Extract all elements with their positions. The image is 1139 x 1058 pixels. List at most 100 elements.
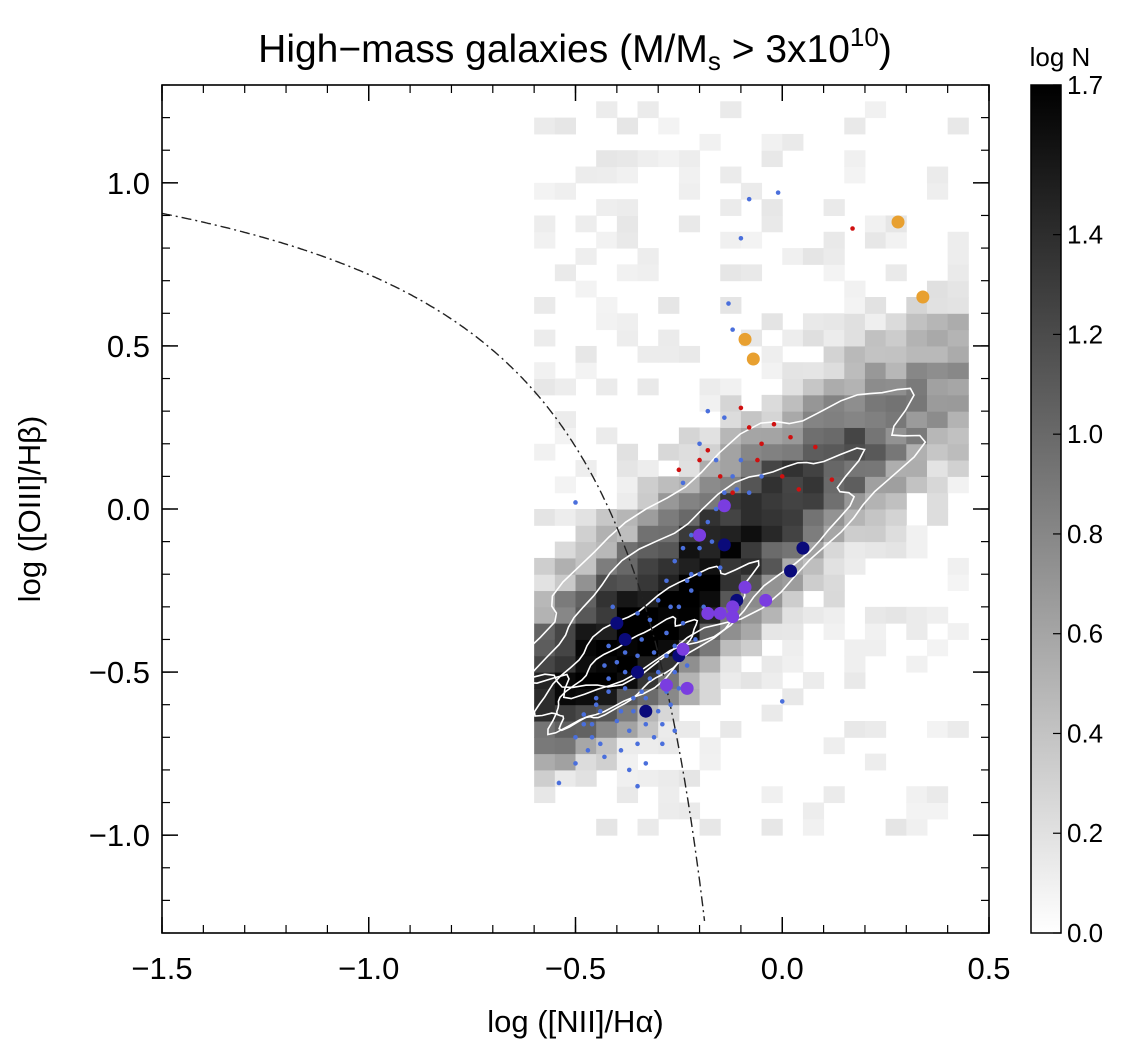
heatmap-cell	[637, 574, 659, 592]
heatmap-cell	[802, 394, 825, 412]
heatmap-cell	[823, 362, 845, 380]
heatmap-cell	[534, 557, 556, 575]
data-point	[697, 545, 702, 551]
data-point	[684, 578, 690, 584]
heatmap-cell	[616, 231, 639, 249]
heatmap-cell	[947, 362, 969, 380]
heatmap-cell	[823, 313, 845, 331]
data-point	[639, 689, 644, 694]
heatmap-cell	[720, 443, 742, 461]
data-point	[573, 761, 578, 766]
series-purple-circles	[659, 499, 773, 695]
heatmap-cell	[802, 460, 825, 477]
heatmap-cell	[720, 574, 742, 592]
heatmap-cell	[534, 737, 556, 755]
data-point	[713, 457, 719, 463]
heatmap-cell	[844, 411, 866, 428]
heatmap-cell	[678, 166, 701, 184]
heatmap-cell	[534, 606, 556, 624]
heatmap-cell	[864, 460, 887, 477]
data-point	[668, 604, 673, 610]
data-point	[573, 735, 578, 740]
heatmap-cell	[740, 672, 763, 689]
data-point	[573, 500, 578, 505]
heatmap-cell	[720, 378, 742, 396]
heatmap-cell	[802, 818, 825, 836]
data-point	[581, 721, 587, 727]
heatmap-cell	[699, 639, 721, 657]
heatmap-cell	[678, 182, 701, 200]
heatmap-cell	[740, 557, 763, 575]
data-point	[746, 352, 760, 366]
data-point	[680, 545, 686, 551]
heatmap-cell	[575, 460, 597, 477]
heatmap-cell	[844, 557, 866, 575]
heatmap-cell	[947, 443, 969, 461]
heatmap-cell	[658, 329, 680, 347]
heatmap-cell	[926, 476, 949, 494]
data-point	[647, 617, 653, 623]
colorbar-tick-label: 1.2	[1067, 319, 1103, 349]
data-point	[829, 477, 835, 482]
heatmap-cell	[885, 345, 907, 363]
data-point	[651, 735, 657, 740]
heatmap-cell	[534, 769, 556, 787]
heatmap-cell	[864, 411, 887, 428]
data-point	[693, 637, 698, 642]
heatmap-cell	[554, 541, 576, 559]
data-point	[701, 606, 715, 620]
heatmap-cell	[947, 313, 969, 331]
heatmap-cell	[720, 721, 742, 738]
data-point	[668, 702, 673, 707]
heatmap-cell	[885, 394, 907, 412]
heatmap-cell	[720, 655, 742, 673]
heatmap-cell	[802, 443, 825, 461]
data-point	[688, 571, 694, 577]
data-point	[891, 215, 905, 229]
heatmap-cell	[782, 590, 804, 608]
heatmap-cell	[947, 623, 969, 640]
data-point	[622, 650, 628, 655]
heatmap-cell	[823, 411, 845, 428]
heatmap-cell	[616, 688, 639, 706]
heatmap-cell	[864, 606, 887, 624]
heatmap-cell	[802, 329, 825, 347]
heatmap-cell	[740, 443, 763, 461]
heatmap-cell	[596, 688, 618, 706]
heatmap-cell	[906, 606, 928, 624]
data-point	[643, 695, 649, 701]
heatmap-cell	[596, 541, 618, 559]
heatmap-cell	[782, 133, 804, 151]
heatmap-cell	[906, 623, 928, 640]
heatmap-cell	[864, 231, 887, 249]
data-point	[618, 632, 632, 646]
heatmap-cell	[823, 590, 845, 608]
heatmap-cell	[844, 525, 866, 543]
heatmap-cell	[740, 639, 763, 657]
data-point	[672, 728, 678, 734]
heatmap-cell	[761, 623, 783, 640]
heatmap-cell	[823, 378, 845, 396]
heatmap-cell	[740, 525, 763, 543]
heatmap-cell	[823, 606, 845, 624]
heatmap-cell	[720, 509, 742, 526]
data-point	[693, 528, 707, 542]
heatmap-cell	[720, 411, 742, 428]
axis-ticks: −1.5 −1.0 −0.5 0.0 0.5 −1.0 −0.5 0.0 0.5 1.0	[89, 84, 1011, 986]
heatmap-cell	[802, 557, 825, 575]
heatmap-cell	[699, 688, 721, 706]
heatmap-cell	[575, 166, 597, 184]
y-tick-label: −0.5	[89, 655, 150, 690]
x-tick-label: 0.0	[761, 951, 804, 986]
data-point	[639, 704, 653, 718]
heatmap-cell	[699, 427, 721, 445]
heatmap-cell	[637, 525, 659, 543]
heatmap-cell	[534, 297, 556, 314]
heatmap-cell	[616, 166, 639, 184]
colorbar-tick-label: 0.8	[1067, 519, 1103, 549]
heatmap-cell	[554, 182, 576, 200]
heatmap-cell	[554, 264, 576, 282]
heatmap-cell	[885, 460, 907, 477]
heatmap-cell	[658, 590, 680, 608]
data-point	[680, 480, 686, 486]
